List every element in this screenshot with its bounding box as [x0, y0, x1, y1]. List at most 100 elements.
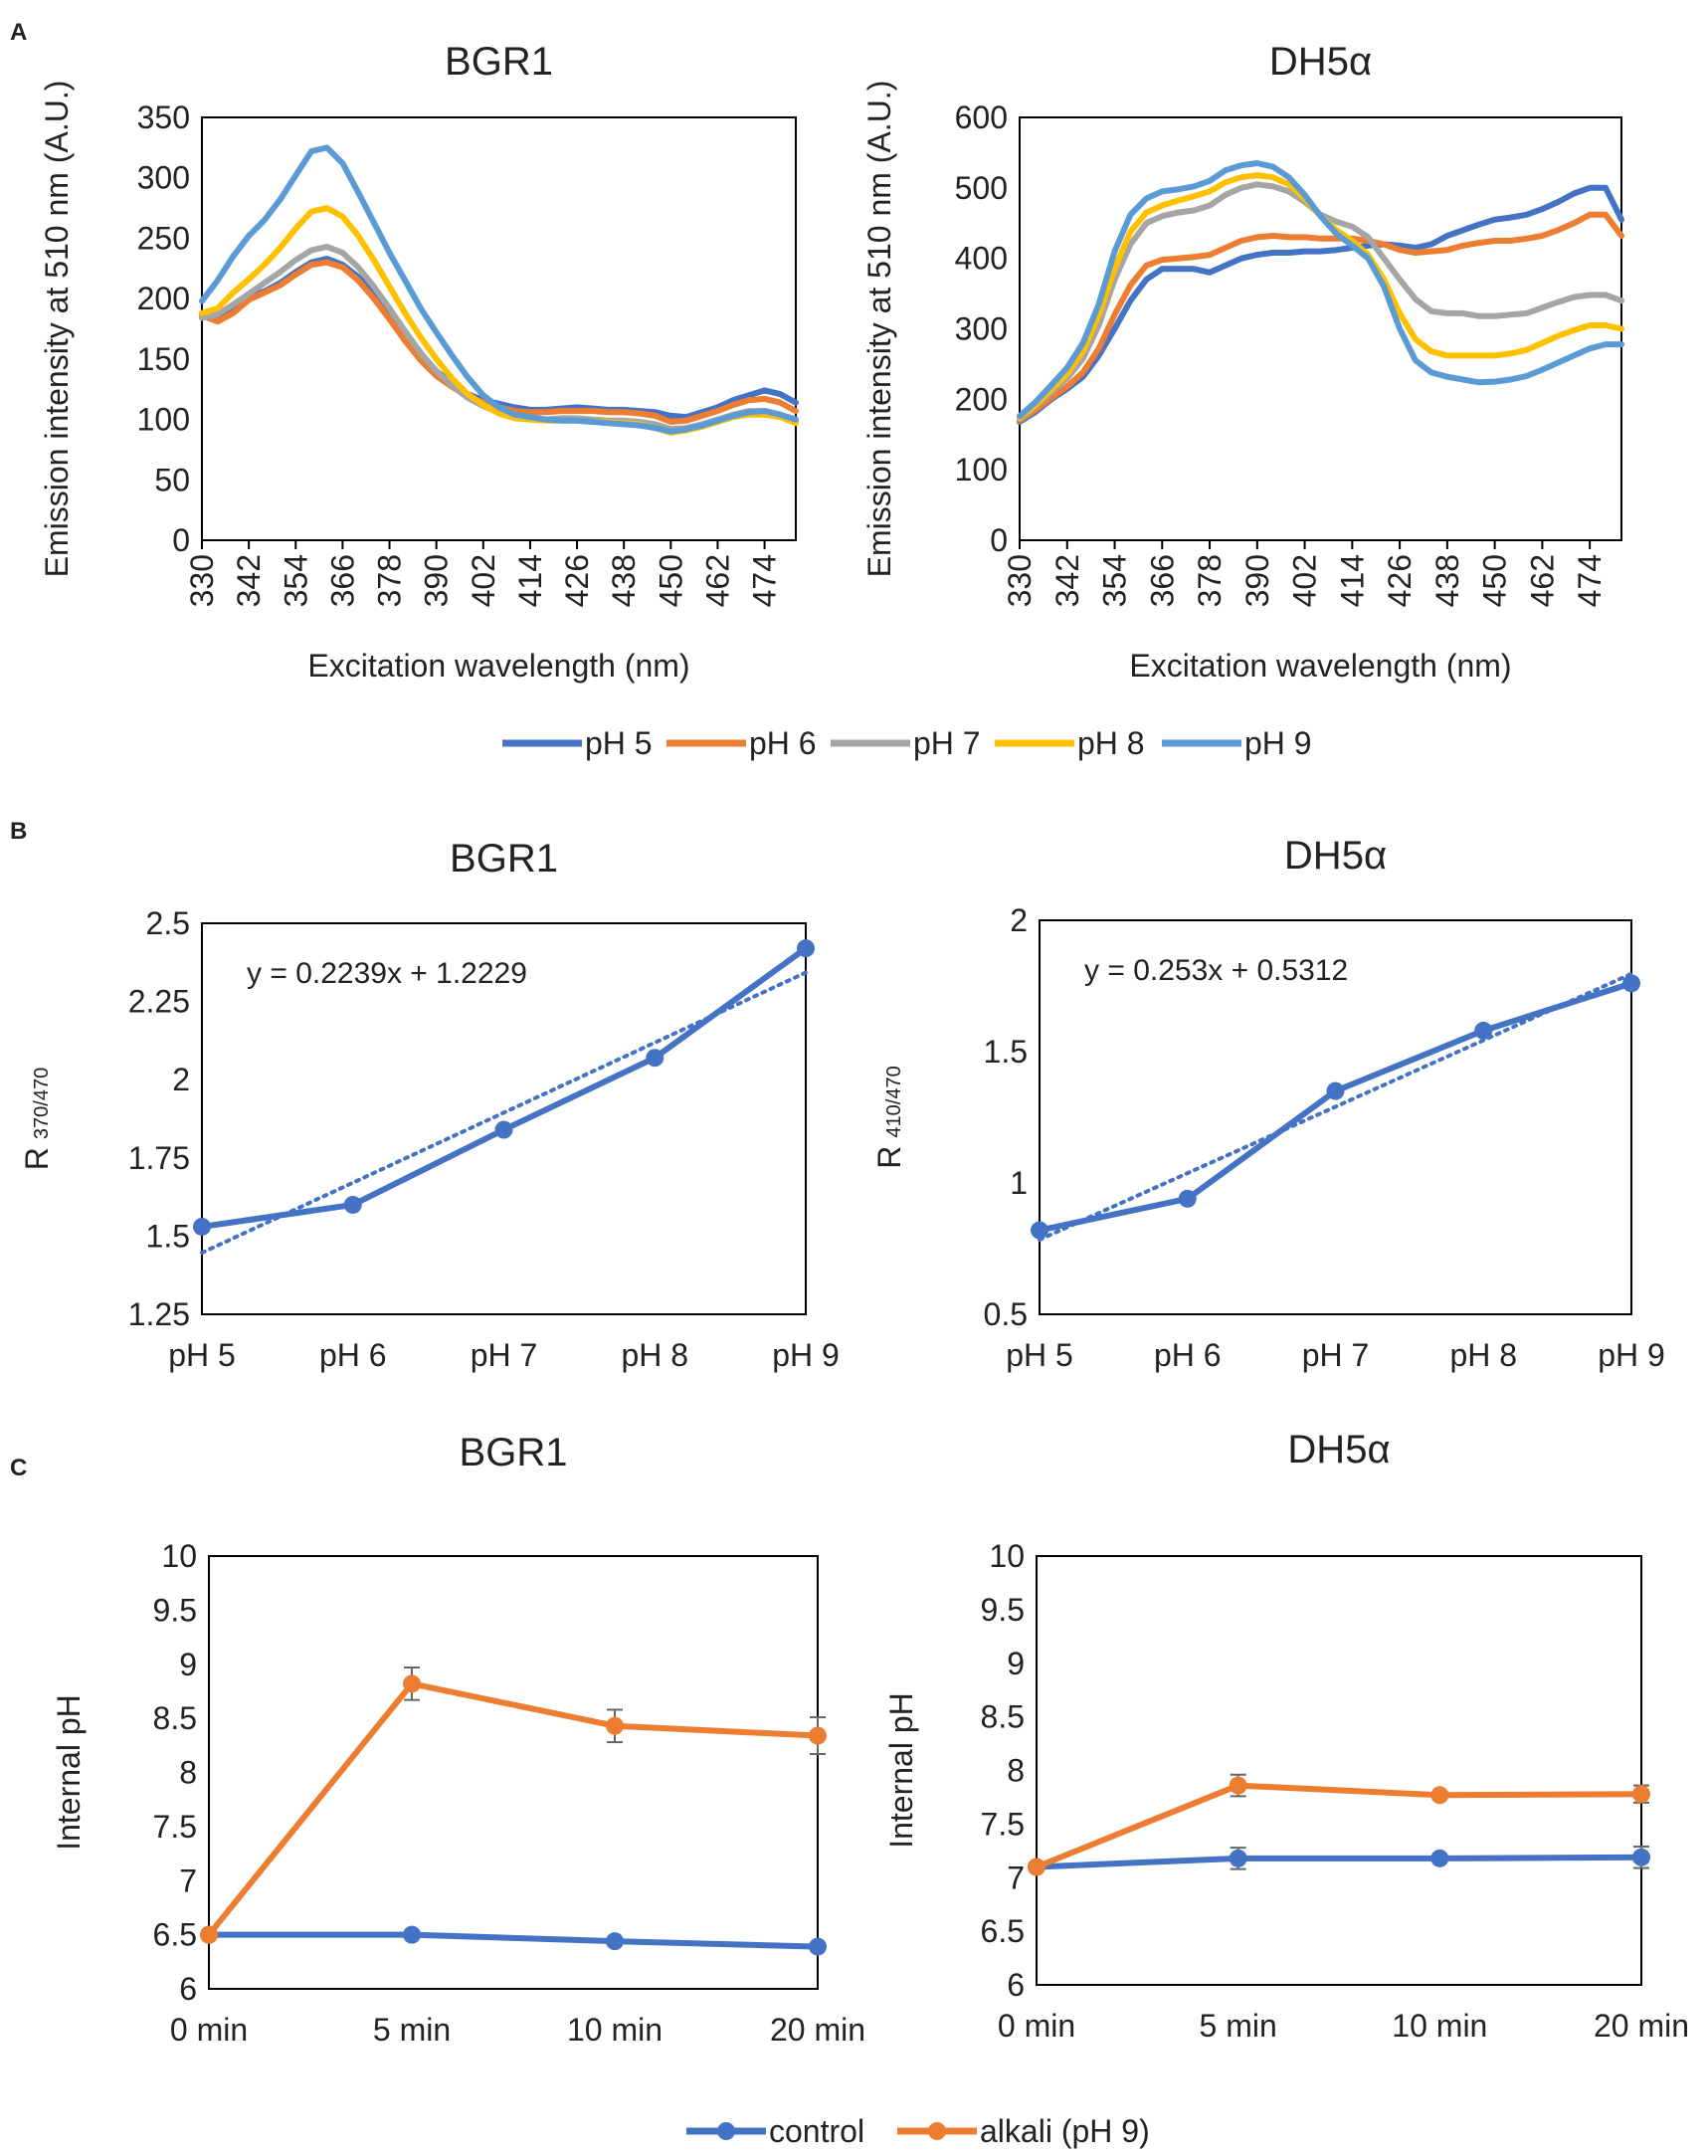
x-tick-label: 354 [1097, 554, 1133, 607]
data-point [1229, 1776, 1247, 1795]
legend-ph: pH 5 pH 6 pH 7 pH 8 pH 9 [502, 725, 1312, 761]
data-point [1229, 1849, 1247, 1867]
plot-frame [201, 116, 797, 541]
y-tick-label: 9.5 [153, 1592, 197, 1628]
data-point [1632, 1785, 1650, 1804]
legend-label: pH 5 [585, 725, 653, 761]
x-tick-label: 378 [1192, 554, 1228, 607]
x-tick-label: 354 [278, 554, 313, 607]
y-tick-label: 200 [955, 381, 1008, 417]
y-tick-label: 7 [1007, 1860, 1025, 1895]
y-tick-label: 10 [161, 1538, 197, 1574]
legend-label: pH 8 [1077, 725, 1145, 761]
y-tick-label: 150 [137, 341, 190, 377]
y-tick-label: 2.5 [146, 905, 190, 941]
x-tick-label: 438 [606, 554, 642, 607]
y-tick-label: 1.75 [128, 1140, 190, 1176]
y-tick-label: 500 [955, 170, 1008, 206]
data-point [1326, 1081, 1345, 1100]
x-axis-title: Excitation wavelength (nm) [1129, 648, 1511, 684]
data-point [606, 1716, 624, 1735]
y-tick-label: 9 [1007, 1646, 1025, 1681]
x-tick-label: 450 [1477, 554, 1513, 607]
data-point [1031, 1221, 1048, 1240]
chart-b1: BGR1 1.25 1.5 1.75 2 2.25 2.5 pH 5 pH 6 pH 7 pH 8 p… [19, 837, 840, 1373]
chart-c2: DH5α 6 6.5 7 7.5 8 8.5 9 9.5 10 0 min 5 min 10 min 20… [883, 1428, 1689, 2044]
x-tick-label: 5 min [373, 2012, 451, 2048]
x-tick-label: 330 [184, 554, 220, 607]
plot-frame [1036, 1555, 1642, 1986]
x-tick-label: pH 9 [1598, 1337, 1665, 1373]
chart-title: BGR1 [445, 40, 553, 84]
x-tick-label: 474 [1572, 554, 1608, 607]
x-tick-label: pH 6 [1154, 1337, 1222, 1373]
y-tick-label: 1.5 [146, 1218, 190, 1254]
data-point [809, 1937, 827, 1956]
x-tick-label: pH 7 [471, 1337, 538, 1373]
x-tick-label: 414 [1334, 554, 1370, 607]
y-tick-label: 0.5 [984, 1296, 1028, 1332]
x-tick-label: 0 min [170, 2012, 248, 2048]
y-tick-label: 2.25 [128, 984, 190, 1020]
legend-label: pH 9 [1244, 725, 1312, 761]
panel-label-c: C [10, 1455, 27, 1481]
y-tick-label: 8 [179, 1755, 197, 1791]
plot-frame [208, 1555, 819, 1990]
x-tick-label: 366 [324, 554, 360, 607]
y-tick-label: 50 [154, 462, 190, 497]
legend-label: control [769, 2113, 864, 2149]
x-tick-label: pH 8 [621, 1337, 688, 1373]
panel-label-b: B [10, 818, 27, 845]
data-point [646, 1049, 664, 1068]
data-point [1474, 1021, 1493, 1040]
charts-layer: BGR1 0 50 100 150 200 250 300 350 330 342 354 366 378… [19, 40, 1689, 2048]
y-tick-label: 1.25 [128, 1296, 190, 1332]
y-tick-label: 7 [179, 1862, 197, 1898]
y-tick-label: 7.5 [153, 1809, 197, 1845]
series-line-ratio [201, 945, 808, 1230]
y-tick-label: 250 [137, 220, 190, 256]
series-line-ph-9 [1017, 160, 1624, 420]
data-point [1430, 1849, 1449, 1867]
x-tick-label: 342 [231, 554, 267, 607]
x-tick-label: 5 min [1200, 2008, 1277, 2044]
x-tick-label: pH 5 [1006, 1337, 1073, 1373]
y-tick-label: 100 [955, 452, 1008, 488]
data-point [1430, 1786, 1449, 1805]
panel-label-a: A [10, 19, 27, 46]
data-point [1622, 974, 1640, 993]
y-tick-label: 0 [172, 522, 190, 558]
trendline-equation: y = 0.2239x + 1.2229 [247, 957, 527, 990]
x-tick-label: 426 [559, 554, 595, 607]
x-tick-label: 414 [512, 554, 548, 607]
legend-treatment: control alkali (pH 9) [686, 2113, 1150, 2149]
legend-marker [717, 2122, 735, 2140]
data-point [200, 1925, 218, 1944]
x-tick-label: 474 [747, 554, 783, 607]
legend-label: pH 6 [749, 725, 817, 761]
y-axis-title: R410/470 [871, 1066, 907, 1168]
chart-title: BGR1 [460, 1431, 568, 1474]
series-line-ph-6 [199, 259, 799, 425]
x-tick-label: 450 [653, 554, 688, 607]
series-line-ph-8 [199, 205, 799, 436]
x-tick-label: pH 5 [168, 1337, 236, 1373]
y-tick-label: 10 [989, 1538, 1025, 1574]
x-tick-label: 402 [466, 554, 501, 607]
x-tick-label: 342 [1049, 554, 1085, 607]
y-tick-label: 1 [1010, 1165, 1028, 1201]
series-line-ph-5 [199, 256, 799, 421]
y-tick-label: 350 [137, 99, 190, 135]
y-axis-title: Emission intensity at 510 nm (A.U.) [39, 81, 75, 578]
y-axis-title: Internal pH [883, 1692, 919, 1849]
y-tick-label: 300 [137, 160, 190, 196]
y-tick-label: 9.5 [981, 1592, 1025, 1628]
trendline-equation: y = 0.253x + 0.5312 [1084, 954, 1348, 987]
series-line-ph-5 [1017, 184, 1624, 425]
chart-a1: BGR1 0 50 100 150 200 250 300 350 330 342 354 366 378… [39, 40, 799, 684]
y-tick-label: 8 [1007, 1753, 1025, 1789]
chart-title: DH5α [1284, 834, 1387, 878]
data-point [193, 1217, 211, 1236]
x-tick-label: 390 [1239, 554, 1275, 607]
y-axis-title: R370/470 [19, 1068, 55, 1170]
